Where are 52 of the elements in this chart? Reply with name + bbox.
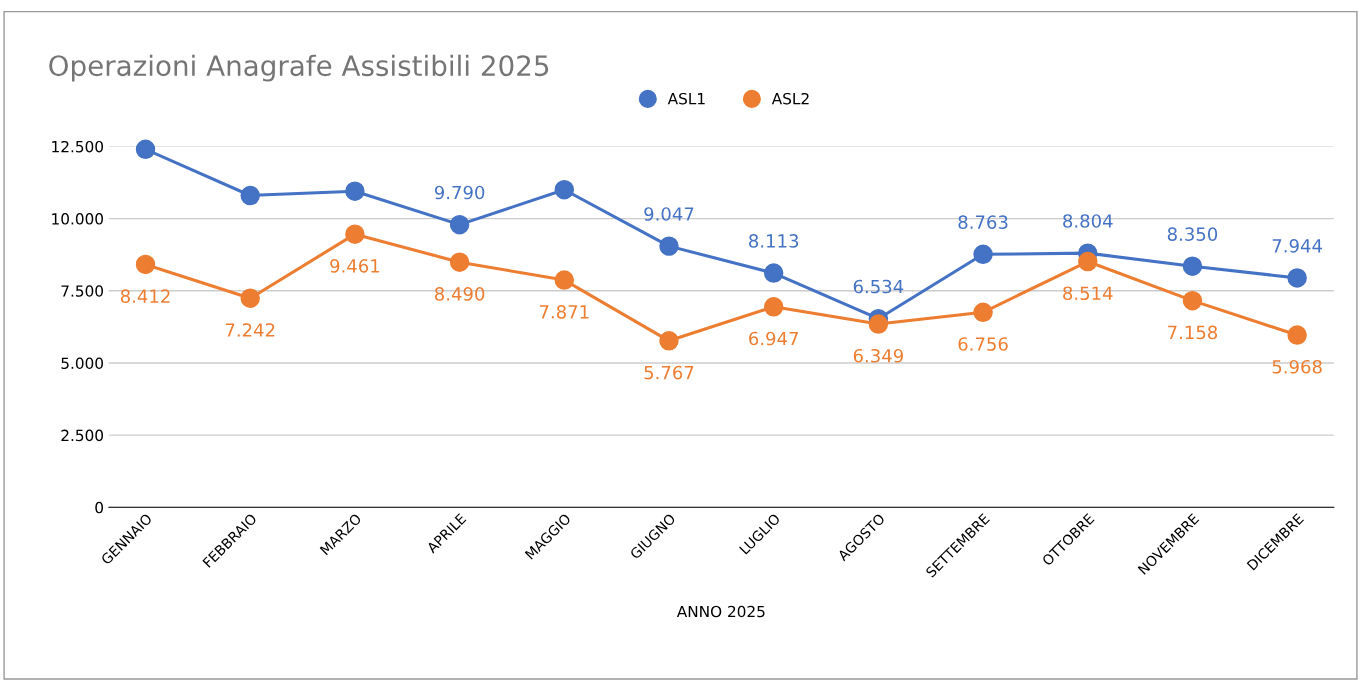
point — [449, 214, 470, 235]
point — [973, 302, 993, 322]
point — [449, 252, 470, 272]
point — [659, 236, 679, 256]
y-tick-label: 5.000 — [61, 357, 103, 369]
point — [1078, 251, 1098, 272]
data-label: 8.490 — [434, 287, 485, 301]
data-label: 7.871 — [539, 304, 589, 319]
y-tick-label: 7.500 — [61, 285, 103, 297]
point — [135, 254, 156, 275]
data-label: 7.158 — [1168, 325, 1218, 340]
point — [345, 181, 365, 201]
data-label: 5.767 — [644, 365, 694, 380]
data-label: 8.804 — [1063, 214, 1113, 228]
data-label: 5.968 — [1272, 359, 1322, 374]
y-tick-label: 10.000 — [52, 213, 103, 225]
data-label: 6.947 — [749, 331, 798, 346]
point — [1287, 325, 1307, 345]
point — [763, 263, 784, 283]
data-label: 8.514 — [1063, 286, 1113, 301]
point — [763, 297, 784, 317]
data-label: 8.350 — [1167, 227, 1218, 241]
data-label: 7.242 — [225, 323, 275, 337]
data-label: 8.763 — [958, 215, 1008, 229]
data-label: 8.412 — [120, 289, 170, 304]
point — [868, 314, 889, 334]
point — [345, 224, 365, 244]
data-label: 9.047 — [644, 207, 694, 221]
y-tick-label: 2.500 — [61, 429, 103, 442]
legend-label: ASL1 — [667, 92, 705, 105]
point — [135, 139, 156, 160]
point — [554, 180, 575, 200]
data-label: 9.790 — [434, 185, 485, 200]
x-axis-title: ANNO 2025 — [676, 605, 765, 618]
y-tick-label: 12.500 — [52, 140, 103, 153]
y-tick-label: 0 — [95, 501, 103, 514]
point — [973, 244, 993, 265]
point — [240, 185, 260, 206]
data-label: 6.349 — [853, 348, 903, 363]
legend-label: ASL2 — [771, 92, 809, 105]
point — [659, 331, 679, 351]
data-label: 6.756 — [958, 337, 1008, 351]
point — [1182, 290, 1203, 311]
point — [1182, 256, 1203, 276]
point — [1287, 268, 1307, 288]
chart-title: Operazioni Anagrafe Assistibili 2025 — [49, 54, 549, 82]
data-label: 7.944 — [1272, 238, 1322, 253]
point — [554, 270, 575, 290]
data-label: 8.113 — [749, 234, 799, 248]
data-label: 6.534 — [853, 279, 904, 294]
data-label: 9.461 — [330, 259, 380, 273]
point — [240, 288, 260, 308]
